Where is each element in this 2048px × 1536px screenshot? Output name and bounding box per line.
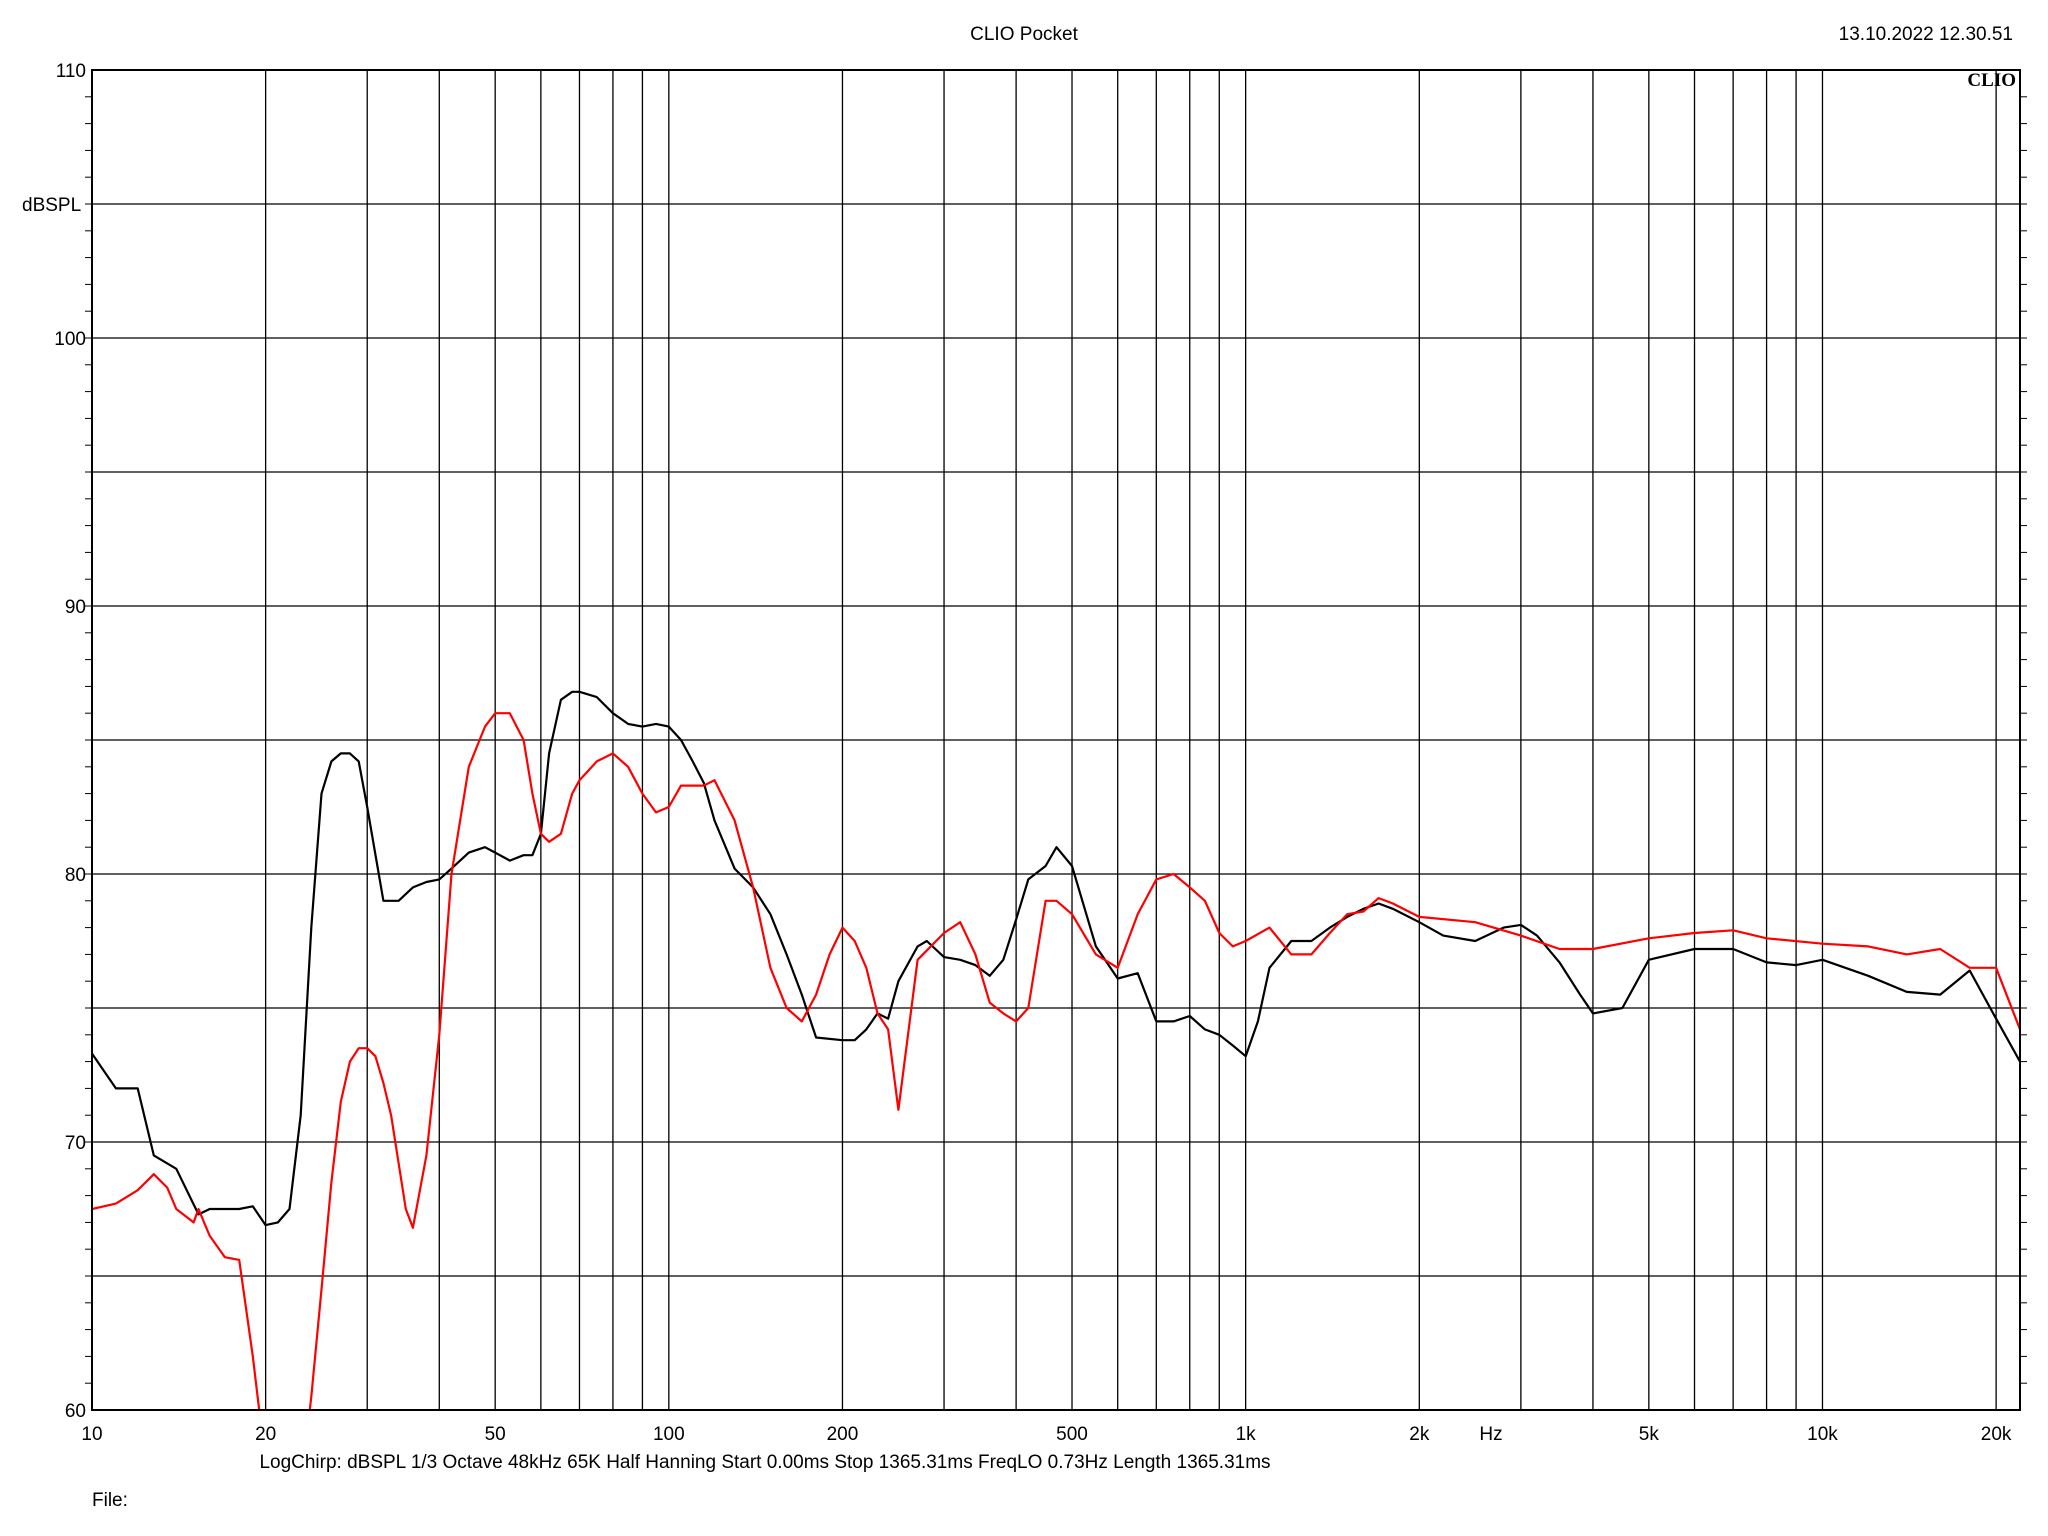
x-tick-label: 200 [827,1424,859,1445]
y-tick-label: 90 [65,597,86,618]
x-tick-label: 10 [81,1424,102,1445]
y-axis-unit-label: dBSPL [22,195,81,216]
plot-frame [91,69,2021,1411]
axis-ticks: 60 70 80 90 100 110 10 20 50 100 200 500 1k 2k 5k 10k 20… [54,61,2027,1445]
series [92,690,2020,1410]
x-tick-label: 1k [1236,1424,1257,1445]
x-tick-label: 100 [653,1424,685,1445]
x-tick-label: 2k [1409,1424,1430,1445]
x-tick-label: 20 [255,1424,276,1445]
x-tick-label: 20k [1981,1424,2012,1445]
x-tick-label: 50 [485,1424,506,1445]
series-line-2 [92,712,2020,1410]
file-label: File: [92,1490,128,1511]
y-tick-label: 70 [65,1133,86,1154]
x-tick-label: 5k [1639,1424,1660,1445]
timestamp: 13.10.2022 12.30.51 [1838,24,2013,45]
y-tick-label: 100 [54,329,86,350]
y-tick-label: 80 [65,865,86,886]
y-tick-label: 60 [65,1401,86,1422]
app-title: CLIO Pocket [970,24,1078,45]
x-axis-unit-label: Hz [1479,1424,1502,1445]
brand-label: CLIO [1967,70,2016,91]
x-tick-label: 10k [1807,1424,1838,1445]
y-tick-label: 110 [56,61,86,82]
series-line-1 [92,690,2020,1227]
x-tick-label: 500 [1056,1424,1088,1445]
grid [92,70,2020,1410]
measurement-parameters: LogChirp: dBSPL 1/3 Octave 48kHz 65K Hal… [259,1452,1271,1473]
